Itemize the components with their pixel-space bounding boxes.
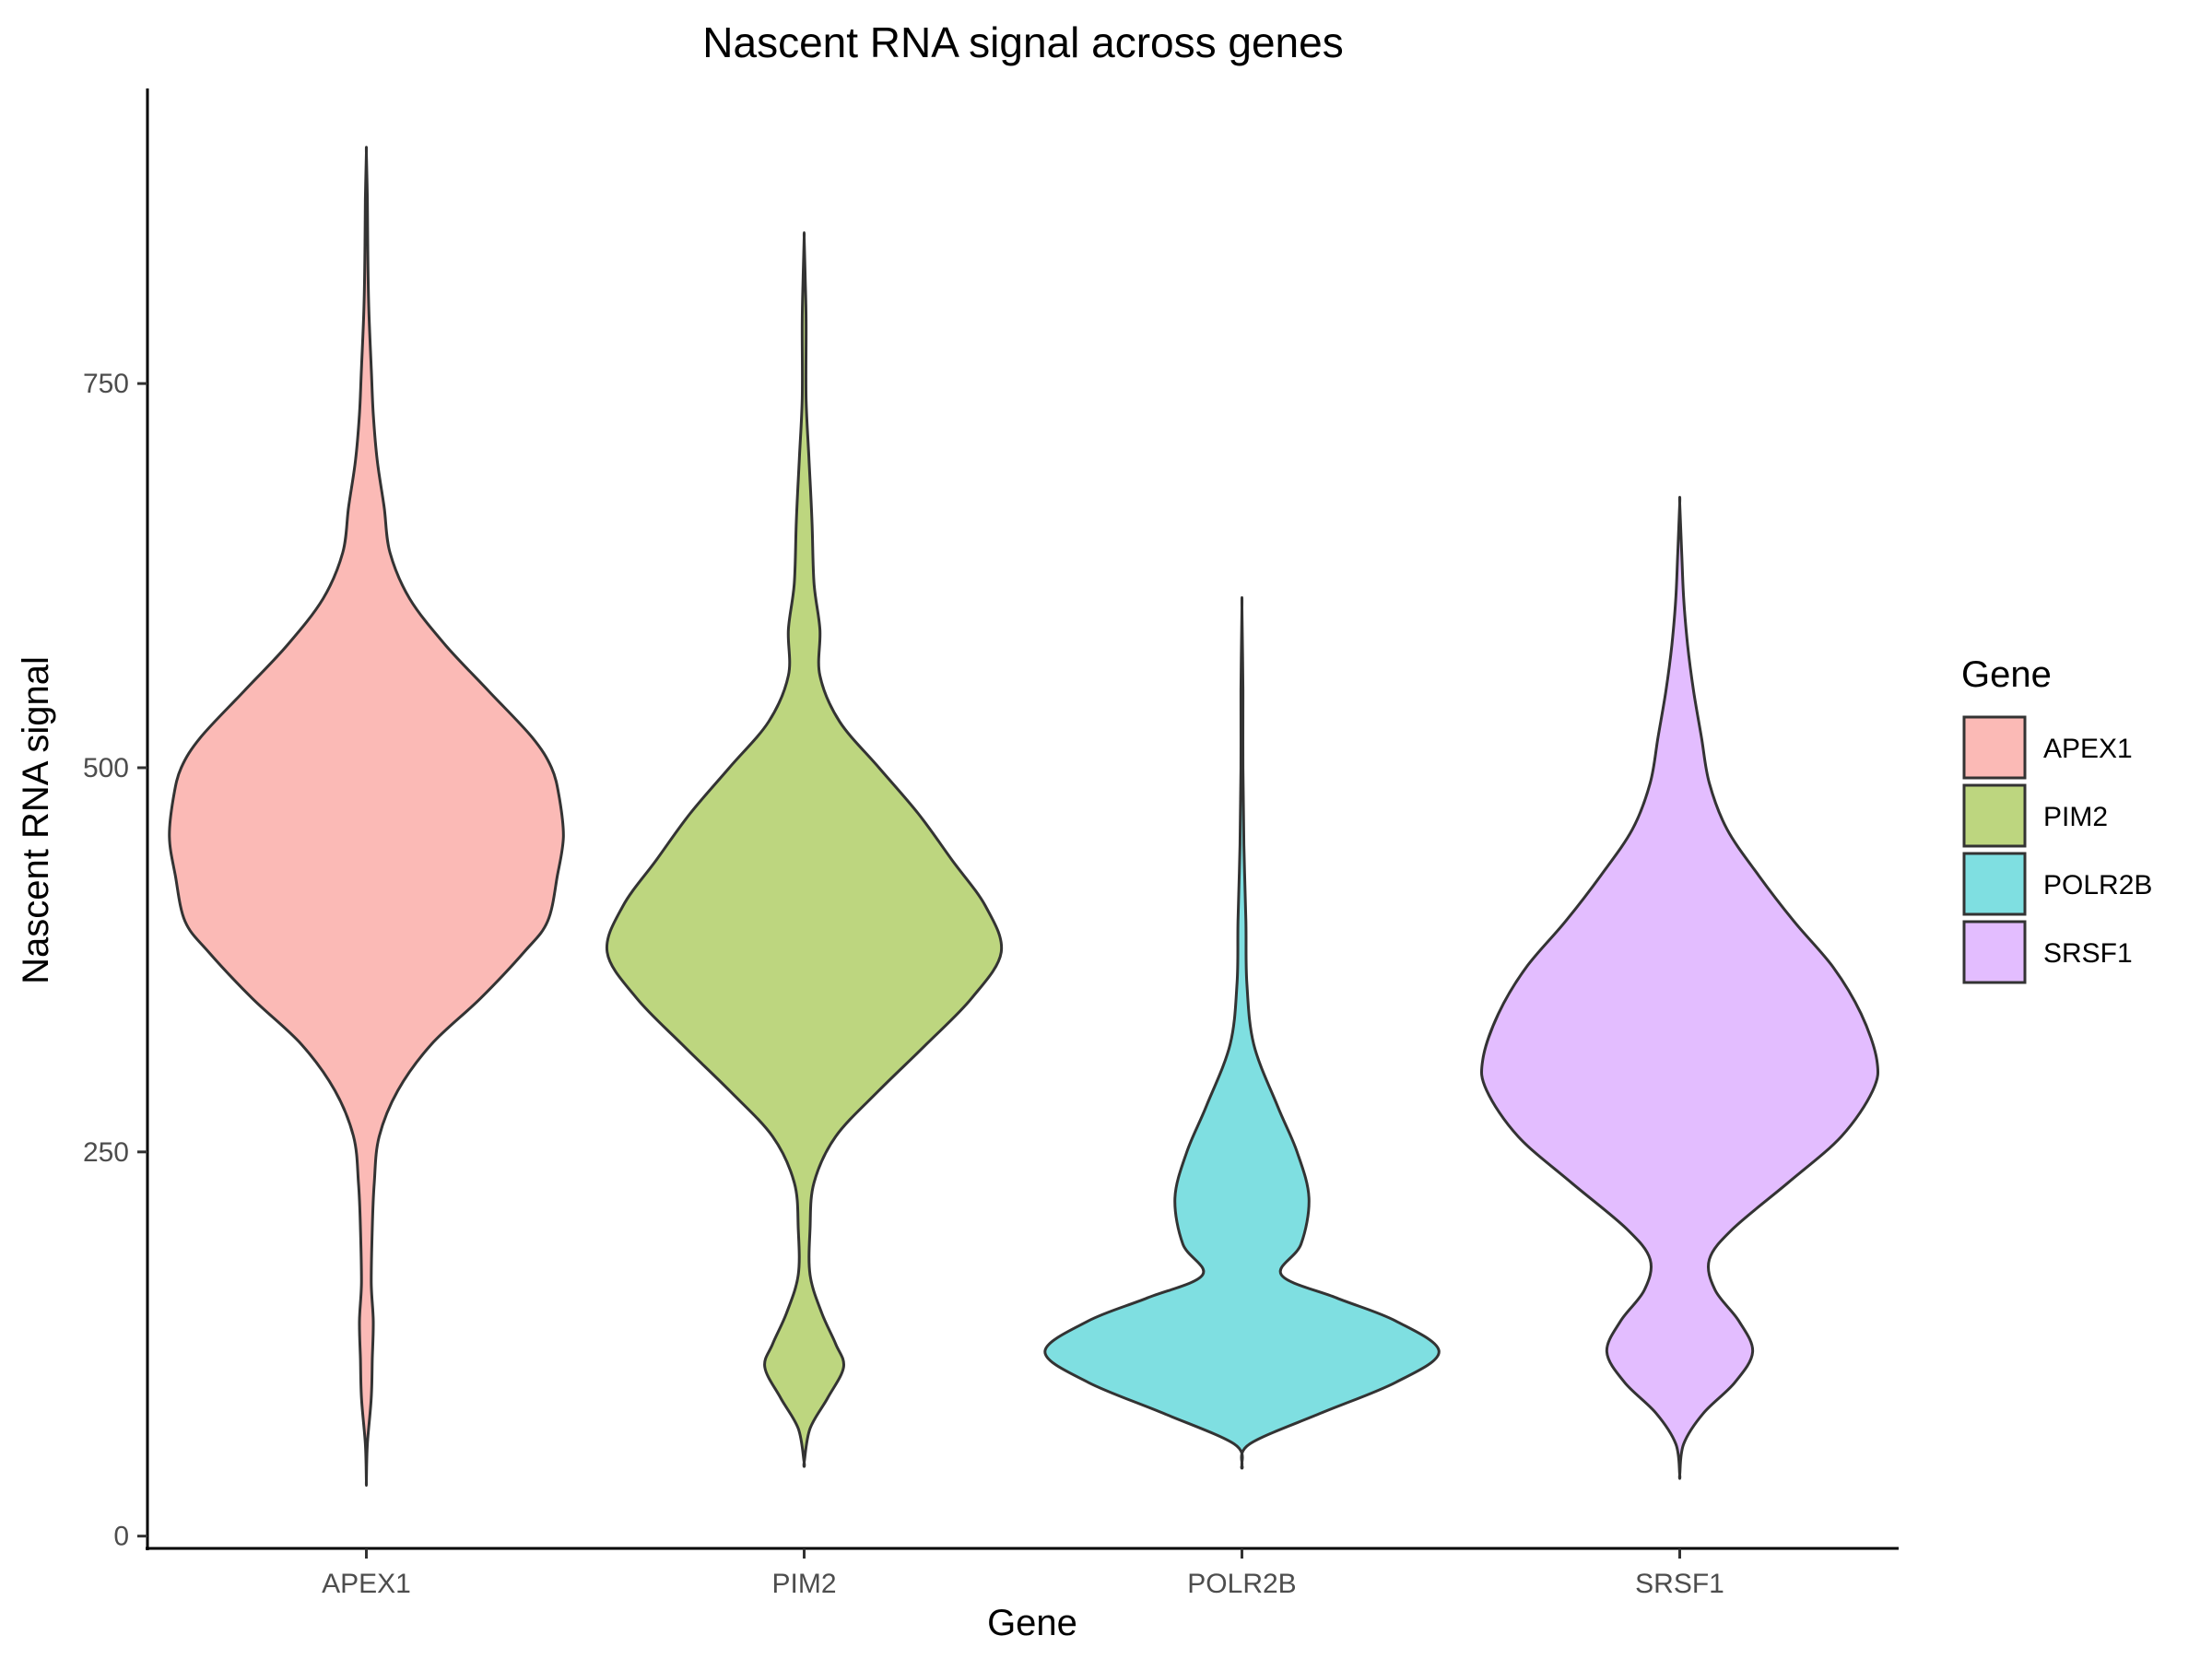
x-axis-title: Gene bbox=[987, 1603, 1077, 1643]
legend-key-srsf1 bbox=[1962, 920, 2027, 984]
x-tick-label: APEX1 bbox=[322, 1569, 411, 1599]
legend-items: APEX1 PIM2 POLR2B SRSF1 bbox=[1962, 715, 2152, 984]
legend-label: APEX1 bbox=[2043, 734, 2133, 764]
legend: Gene APEX1 PIM2 POLR2B SRSF1 bbox=[1961, 654, 2152, 984]
legend-label: PIM2 bbox=[2043, 802, 2108, 832]
axes: 0 250 500 750 APEX1 PIM2 POLR2B SRSF1 bbox=[83, 88, 1899, 1599]
x-tick-label: POLR2B bbox=[1187, 1569, 1296, 1599]
legend-label: SRSF1 bbox=[2043, 938, 2133, 969]
y-tick-label: 500 bbox=[83, 753, 129, 783]
x-tick-label: SRSF1 bbox=[1635, 1569, 1724, 1599]
legend-key-apex1 bbox=[1962, 715, 2027, 780]
legend-title: Gene bbox=[1961, 654, 2052, 695]
y-tick-label: 0 bbox=[113, 1522, 129, 1552]
violin-layer bbox=[168, 146, 1880, 1488]
violin-apex1 bbox=[168, 146, 565, 1488]
y-tick-label: 250 bbox=[83, 1137, 129, 1168]
violin-pim2 bbox=[605, 231, 1004, 1468]
x-tick-label: PIM2 bbox=[771, 1569, 836, 1599]
violin-srsf1 bbox=[1479, 496, 1880, 1480]
y-axis-title: Nascent RNA signal bbox=[16, 656, 56, 984]
legend-key-pim2 bbox=[1962, 783, 2027, 848]
violin-polr2b bbox=[1043, 595, 1441, 1470]
y-tick-label: 750 bbox=[83, 369, 129, 399]
legend-label: POLR2B bbox=[2043, 870, 2152, 900]
legend-key-polr2b bbox=[1962, 852, 2027, 916]
chart-title: Nascent RNA signal across genes bbox=[702, 18, 1343, 66]
